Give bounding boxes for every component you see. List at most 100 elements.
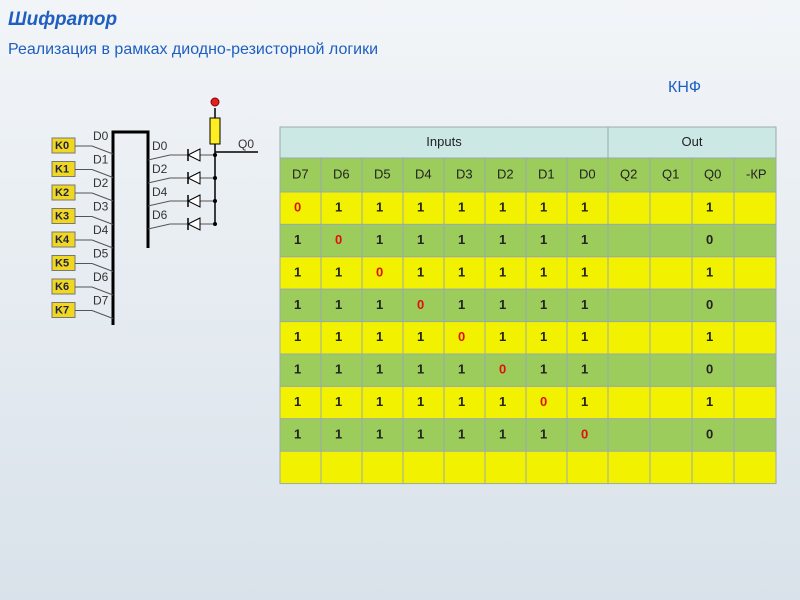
cell [361, 353, 404, 387]
cell [361, 385, 404, 420]
cell [484, 288, 527, 323]
wire [147, 177, 171, 184]
junction [213, 176, 217, 180]
key-label: K4 [55, 234, 70, 246]
cell-value: 1 [335, 264, 342, 279]
cell [402, 223, 445, 258]
cell [484, 418, 527, 452]
title: Шифратор [8, 9, 117, 30]
cell [443, 353, 486, 387]
wire [147, 200, 171, 207]
line-label: D6 [152, 208, 168, 222]
cell [525, 256, 568, 290]
cell [443, 450, 486, 485]
group-header: Inputs [426, 134, 462, 149]
cell [607, 450, 651, 485]
cell-value: 1 [335, 426, 342, 441]
cell-value: 0 [540, 394, 547, 409]
cell [733, 418, 777, 452]
column-header: D6 [333, 166, 350, 181]
cell [649, 353, 693, 387]
cell-value: 0 [706, 362, 713, 377]
cell [691, 450, 735, 485]
cell-value: 1 [499, 297, 506, 312]
cell-value: 1 [458, 264, 465, 279]
cell-value: 1 [294, 297, 301, 312]
column-header: D0 [579, 166, 596, 181]
cell [402, 418, 445, 452]
cell-value: 1 [458, 232, 465, 247]
cell [566, 450, 609, 485]
cell [566, 353, 609, 387]
cell-value: 0 [417, 297, 424, 312]
cell-value: 1 [458, 362, 465, 377]
cell [484, 450, 527, 485]
cell-value: 1 [499, 264, 506, 279]
cell-value: 1 [417, 232, 424, 247]
cell-value: 1 [458, 297, 465, 312]
cell-value: 1 [706, 329, 713, 344]
cell-value: 1 [376, 329, 383, 344]
cell [402, 353, 445, 387]
line-label: D4 [152, 185, 168, 199]
column-header: Q1 [662, 166, 679, 181]
column-header: Q2 [620, 166, 637, 181]
diagram: K0 D0 K1 D1 K2 D2 K3 D3 K4 D4 K5 D5 K6 D6 K7 D7 D0 D2 D4 D6… [51, 129, 254, 319]
wire [91, 192, 114, 202]
cell-value: 1 [376, 394, 383, 409]
cell-value: 1 [335, 200, 342, 215]
cell-value: 1 [376, 426, 383, 441]
junction [213, 222, 217, 226]
cell [443, 385, 486, 420]
cell-value: 1 [294, 329, 301, 344]
output-label: Q0 [238, 137, 254, 151]
power-node [210, 97, 220, 107]
diode [186, 194, 201, 208]
column-header: -КР [746, 166, 767, 181]
cell [279, 256, 322, 290]
cell [607, 353, 651, 387]
cell-value: 0 [376, 264, 383, 279]
cell-value: 1 [499, 394, 506, 409]
cell [279, 223, 322, 258]
cell-value: 1 [706, 264, 713, 279]
line-label: D2 [93, 176, 109, 190]
cell [733, 256, 777, 290]
form-label: КНФ [668, 79, 701, 96]
cell-value: 0 [499, 362, 506, 377]
cell [484, 321, 527, 355]
subtitle: Реализация в рамках диодно-резисторной л… [8, 41, 378, 58]
column-header: D2 [497, 166, 514, 181]
cell [484, 223, 527, 258]
key-label: K0 [55, 140, 69, 152]
wire [147, 154, 171, 161]
cell [607, 191, 651, 225]
cell-value: 1 [335, 394, 342, 409]
cell-value: 1 [294, 264, 301, 279]
cell-value: 1 [335, 297, 342, 312]
column-header-cell [443, 157, 486, 193]
cell [320, 450, 363, 485]
cell [607, 223, 651, 258]
key-label: K3 [55, 210, 69, 222]
cell [649, 256, 693, 290]
column-header: Q0 [704, 166, 721, 181]
cell-value: 1 [294, 232, 301, 247]
column-header-cell [402, 157, 445, 193]
cell-value: 0 [706, 297, 713, 312]
cell [443, 256, 486, 290]
cell [525, 450, 568, 485]
cell [320, 191, 363, 225]
diode [186, 171, 201, 185]
cell [733, 288, 777, 323]
cell [320, 418, 363, 452]
cell-value: 1 [294, 426, 301, 441]
cell [649, 223, 693, 258]
cell-value: 0 [458, 329, 465, 344]
line-label: D2 [152, 162, 168, 176]
cell-value: 1 [540, 264, 547, 279]
cell [649, 288, 693, 323]
column-header-cell [649, 157, 693, 193]
wire [91, 286, 114, 296]
